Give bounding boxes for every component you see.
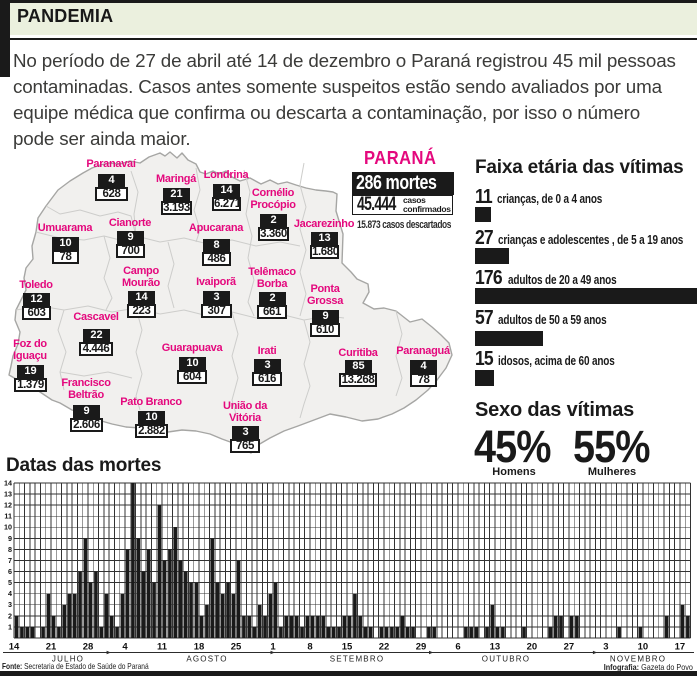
svg-text:29: 29 <box>416 642 427 653</box>
svg-text:8: 8 <box>307 642 312 653</box>
svg-text:25: 25 <box>231 642 242 653</box>
svg-text:14: 14 <box>4 478 12 487</box>
svg-text:22: 22 <box>379 642 390 653</box>
svg-text:13: 13 <box>490 642 501 653</box>
svg-text:2: 2 <box>8 611 12 620</box>
svg-text:3: 3 <box>603 642 608 653</box>
svg-text:17: 17 <box>675 642 686 653</box>
svg-text:8: 8 <box>8 545 12 554</box>
svg-text:11: 11 <box>4 512 12 521</box>
svg-text:21: 21 <box>46 642 57 653</box>
svg-text:6: 6 <box>8 567 12 576</box>
svg-text:7: 7 <box>8 556 12 565</box>
svg-text:18: 18 <box>194 642 205 653</box>
svg-text:14: 14 <box>9 642 20 653</box>
svg-text:9: 9 <box>8 534 12 543</box>
svg-text:11: 11 <box>157 642 168 653</box>
svg-text:20: 20 <box>527 642 538 653</box>
svg-text:6: 6 <box>455 642 460 653</box>
svg-text:SETEMBRO: SETEMBRO <box>330 655 385 664</box>
svg-text:1: 1 <box>270 642 276 653</box>
svg-text:13: 13 <box>4 489 12 498</box>
svg-text:5: 5 <box>8 578 12 587</box>
svg-text:4: 4 <box>8 589 12 598</box>
svg-text:1: 1 <box>8 622 12 631</box>
svg-text:12: 12 <box>4 501 12 510</box>
svg-text:28: 28 <box>83 642 94 653</box>
svg-text:10: 10 <box>4 523 12 532</box>
svg-text:JULHO: JULHO <box>52 655 84 664</box>
svg-text:AGOSTO: AGOSTO <box>186 655 227 664</box>
svg-text:15: 15 <box>342 642 353 653</box>
svg-text:OUTUBRO: OUTUBRO <box>482 655 530 664</box>
svg-text:27: 27 <box>564 642 575 653</box>
svg-text:3: 3 <box>8 600 12 609</box>
svg-text:4: 4 <box>122 642 128 653</box>
svg-text:NOVEMBRO: NOVEMBRO <box>610 655 666 664</box>
svg-text:10: 10 <box>638 642 649 653</box>
